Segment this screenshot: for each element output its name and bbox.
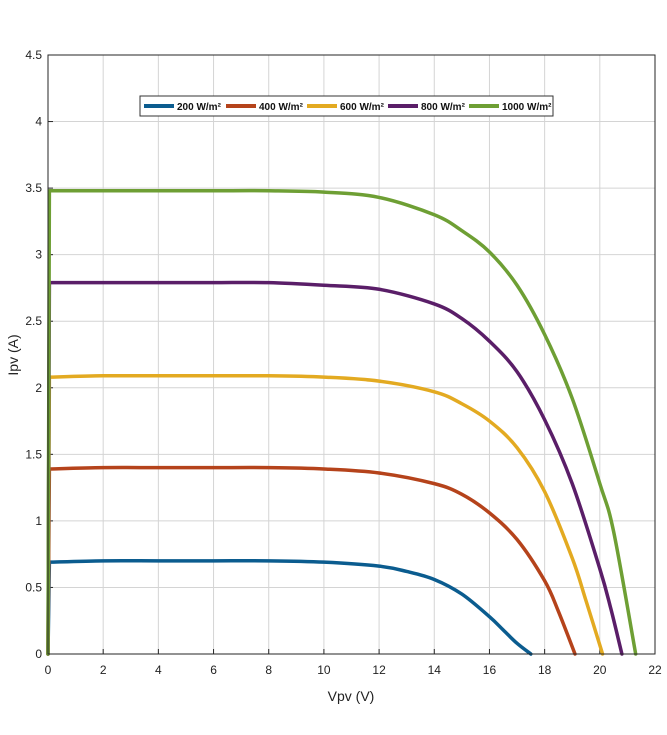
x-tick-label: 10 (317, 663, 331, 677)
y-tick-label: 0.5 (25, 580, 42, 594)
x-tick-label: 18 (538, 663, 552, 677)
y-tick-label: 4 (35, 115, 42, 129)
y-tick-label: 1 (35, 514, 42, 528)
x-tick-label: 12 (372, 663, 386, 677)
x-tick-label: 16 (483, 663, 497, 677)
series-line-5 (46, 188, 638, 656)
y-tick-label: 4.5 (25, 48, 42, 62)
x-tick-label: 2 (100, 663, 107, 677)
plot-frame (47, 54, 656, 655)
legend-label-4: 800 W/m² (421, 102, 466, 113)
y-tick-label: 0 (35, 647, 42, 661)
x-tick-label: 20 (593, 663, 607, 677)
legend-label-2: 400 W/m² (259, 102, 304, 113)
x-tick-label: 8 (265, 663, 272, 677)
series-layer (46, 188, 638, 656)
series-line-2 (46, 465, 577, 656)
grid (47, 54, 656, 655)
x-tick-label: 0 (45, 663, 52, 677)
y-tick-label: 2 (35, 381, 42, 395)
series-line-4 (46, 280, 624, 656)
y-tick-label: 3.5 (25, 181, 42, 195)
legend-label-3: 600 W/m² (340, 102, 385, 113)
legend-box (139, 95, 554, 117)
x-tick-label: 4 (155, 663, 162, 677)
x-tick-labels: 0 2 4 6 8 10 12 14 16 18 20 22 (45, 663, 662, 677)
series-line-3 (46, 373, 605, 656)
y-tick-label: 2.5 (25, 314, 42, 328)
x-tick-label: 14 (428, 663, 442, 677)
x-tick-label: 22 (648, 663, 662, 677)
y-axis-label: Ipv (A) (5, 334, 21, 375)
legend: 200 W/m² 400 W/m² 600 W/m² 800 W/m² 1000 W/m… (139, 95, 554, 117)
y-tick-label: 1.5 (25, 447, 42, 461)
y-tick-labels: 0 0.5 1 1.5 2 2.5 3 3.5 4 4.5 (25, 48, 42, 661)
x-axis-label: Vpv (V) (328, 688, 375, 704)
y-tick-label: 3 (35, 248, 42, 262)
legend-label-1: 200 W/m² (177, 102, 222, 113)
legend-label-5: 1000 W/m² (502, 102, 552, 113)
x-tick-label: 6 (210, 663, 217, 677)
series-line-1 (46, 558, 533, 656)
